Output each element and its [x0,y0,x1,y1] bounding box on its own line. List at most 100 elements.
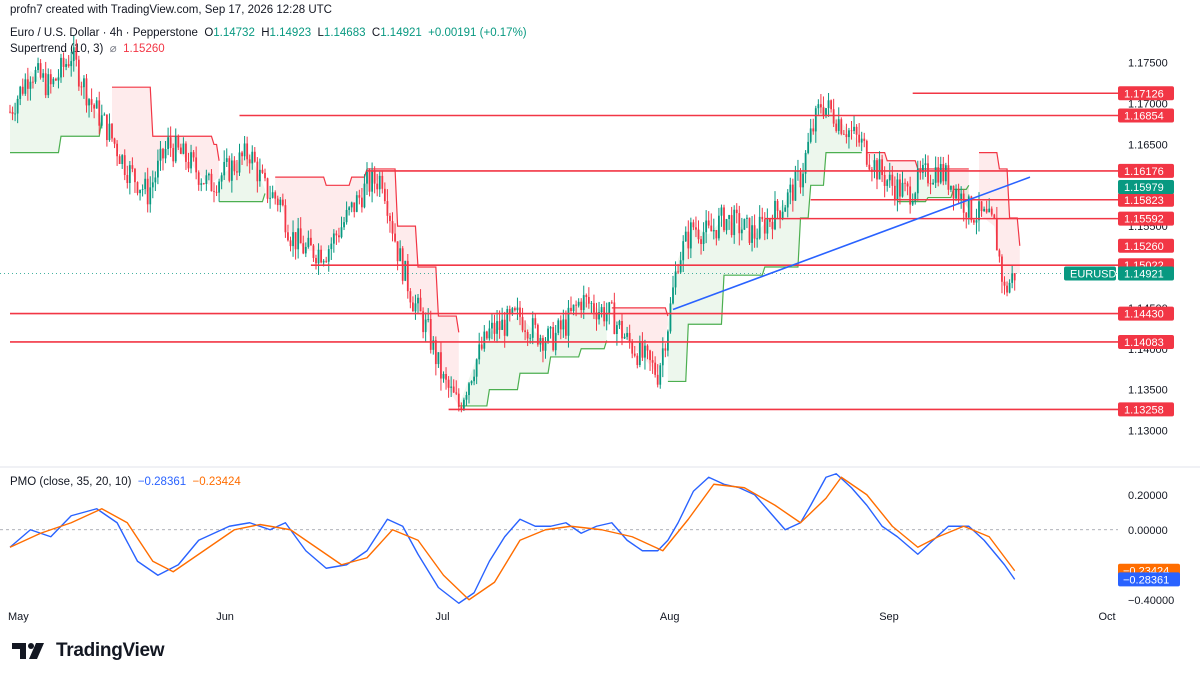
candle [511,306,514,316]
candle [103,112,106,116]
candle [947,154,950,196]
candle [422,307,424,339]
candle [873,154,876,179]
price-tag[interactable]: 1.15979 [1118,180,1174,195]
candle [440,342,442,391]
level-price-tag[interactable]: 1.15823 [1118,192,1174,207]
candle [269,185,271,209]
level-price-tag[interactable]: 1.16854 [1118,108,1174,123]
pmo-pane[interactable] [0,473,1118,604]
candle [985,200,988,214]
candle [881,154,883,183]
candle [465,391,468,406]
candle [955,184,957,202]
candle [42,68,45,82]
symbol-legend[interactable]: Euro / U.S. Dollar · 4h · Pepperstone O1… [10,27,527,39]
candle [995,206,998,251]
price-tag[interactable]: 1.15260 [1118,238,1174,253]
candle [34,66,37,84]
supertrend-legend[interactable]: Supertrend (10, 3) ⌀ 1.15260 [10,41,165,55]
level-price-tag[interactable]: 1.17126 [1118,86,1174,101]
candle [412,296,414,312]
supertrend-fill [275,168,459,406]
candle [9,104,11,114]
svg-text:1.14083: 1.14083 [1124,337,1164,349]
price-tag[interactable]: 1.14921 [1118,266,1174,281]
candle [485,330,488,340]
candle [830,99,832,113]
pmo-tick-label: 0.00000 [1128,525,1168,537]
candle [827,92,830,117]
candle [491,314,493,340]
candle [712,218,715,240]
candle [804,150,807,184]
candle [896,172,899,212]
candle [281,193,284,207]
candle [47,68,50,99]
candle [210,169,213,192]
candle [886,179,889,192]
candle [243,136,246,161]
supertrend-label: Supertrend (10, 3) [10,43,104,55]
candle [325,256,328,264]
candle [24,73,27,96]
level-price-tag[interactable]: 1.16176 [1118,163,1174,178]
high-value: 1.14923 [269,27,312,39]
candle [215,185,218,197]
candle [195,146,198,180]
svg-text:1.17126: 1.17126 [1124,88,1164,100]
candle [906,181,909,196]
candle [468,382,470,404]
candle [253,147,256,163]
level-price-tag[interactable]: 1.14430 [1118,306,1174,321]
candle [284,199,287,238]
candle [521,307,524,333]
candle [636,353,639,369]
candle [302,235,305,255]
price-pane[interactable] [0,35,1118,413]
pmo-tick-label: −0.40000 [1128,595,1174,607]
pmo-value: −0.28361 [137,476,187,488]
candle [55,77,57,82]
level-price-tag[interactable]: 1.14083 [1118,334,1174,349]
candle [725,218,728,235]
candle [496,310,498,343]
symbol-tag[interactable]: EURUSD [1064,266,1117,281]
svg-text:1.14430: 1.14430 [1124,309,1164,321]
pmo-value-tag[interactable]: −0.28361 [1118,572,1180,587]
level-price-tag[interactable]: 1.13258 [1118,402,1174,417]
trendline[interactable] [672,176,1031,311]
candle [399,240,402,262]
candle [276,195,279,212]
candle [791,178,794,212]
candle [126,165,129,189]
candle [233,156,236,176]
candle [21,78,24,96]
candle [957,183,960,205]
candle [962,189,965,222]
candle [743,218,746,230]
candle [32,76,34,89]
candle [832,98,835,128]
candle [141,184,144,197]
candle [121,154,124,169]
candle [697,220,700,244]
candle [998,248,1001,263]
pmo-legend[interactable]: PMO (close, 35, 20, 10) −0.28361 −0.2342… [10,476,241,488]
time-tick-label: Sep [879,611,899,623]
supertrend-line-up [10,119,103,154]
candle [343,217,345,231]
candle [297,217,300,259]
candle [618,319,621,329]
candle [100,104,103,129]
candle [332,229,335,253]
candle [585,293,588,308]
candle [600,303,603,318]
candle [154,171,157,192]
candle [850,120,853,140]
candle [983,206,985,212]
supertrend-fill [667,103,862,382]
tradingview-logo[interactable]: TradingView [12,640,165,662]
level-price-tag[interactable]: 1.15592 [1118,211,1174,226]
